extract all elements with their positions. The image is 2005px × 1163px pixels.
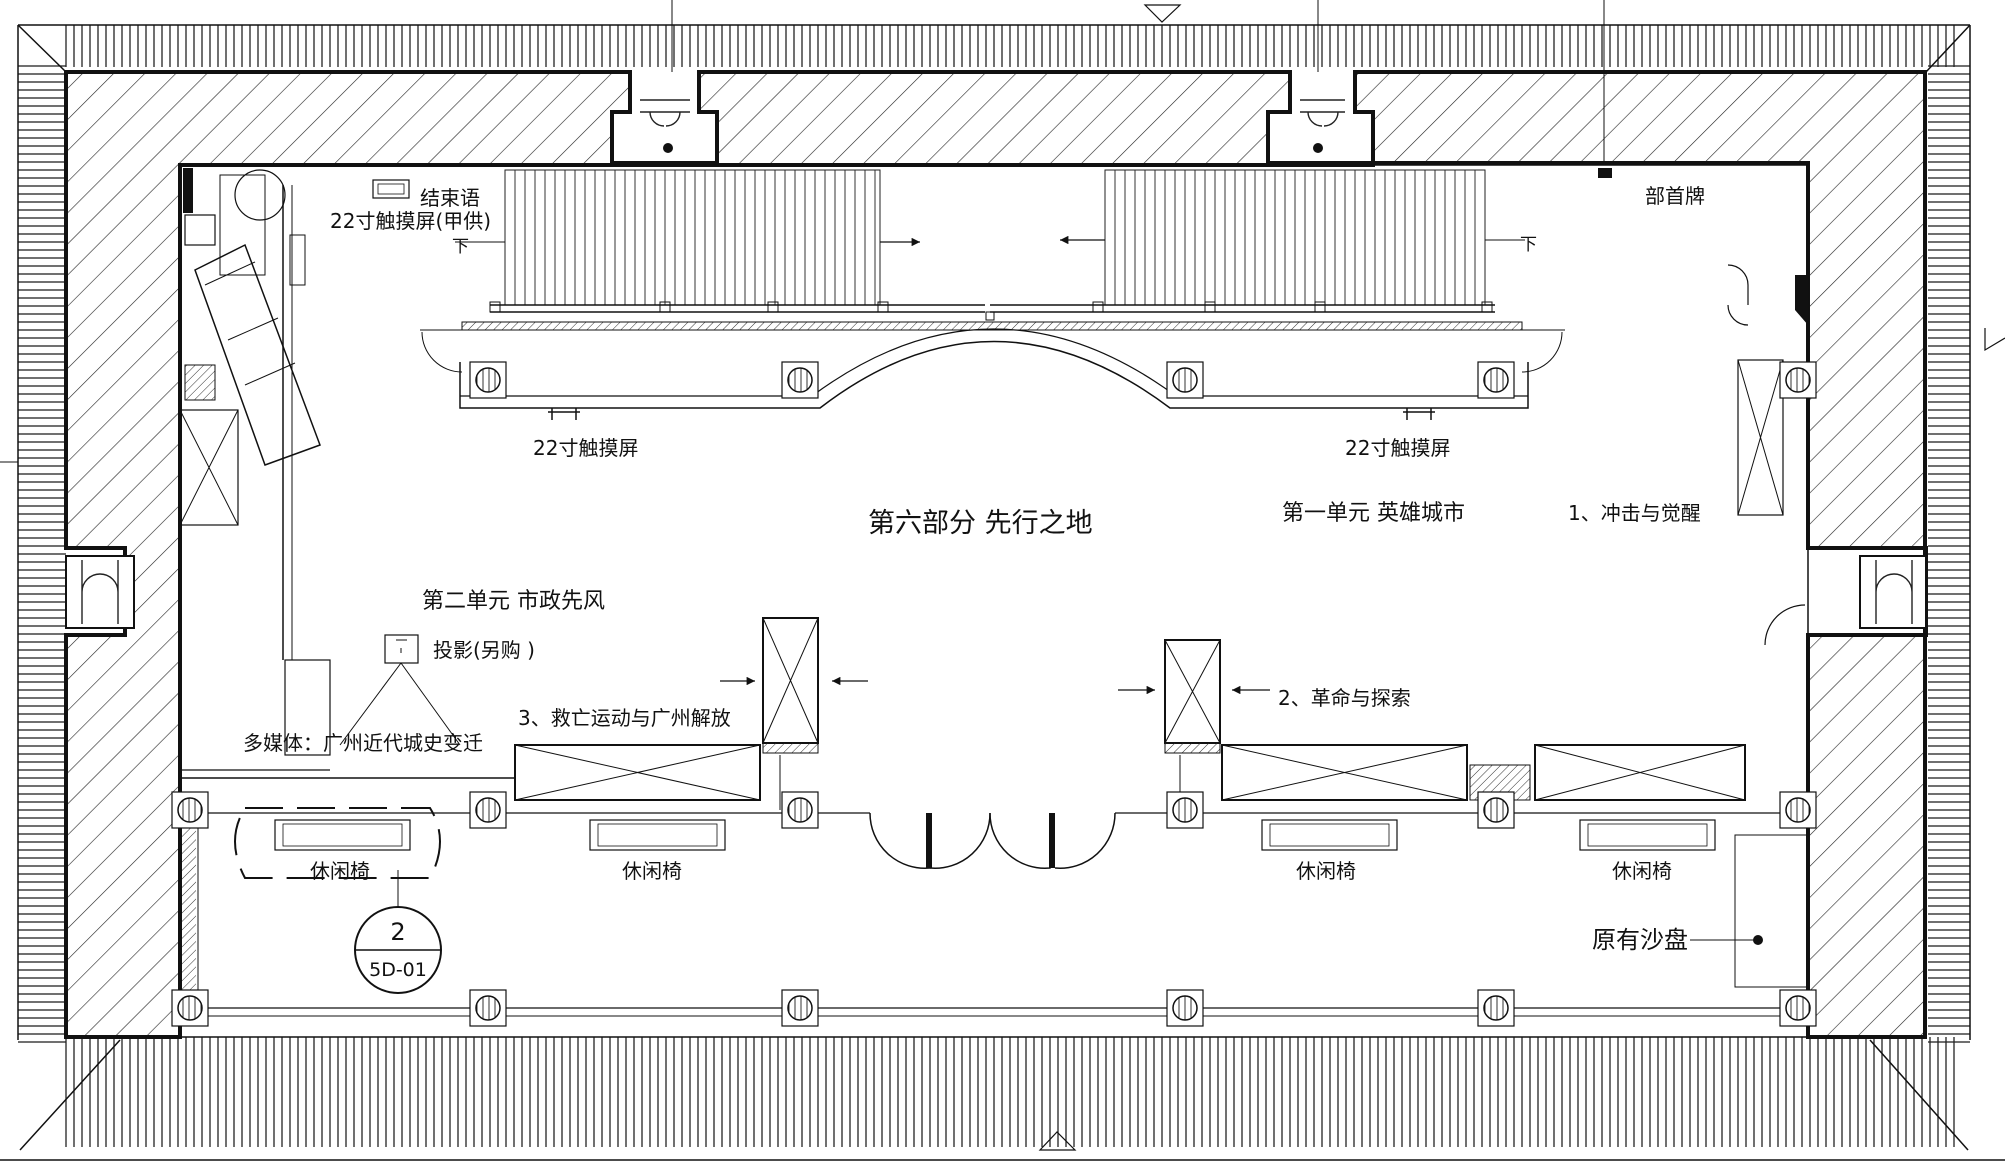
column (781, 361, 819, 399)
column (469, 791, 507, 829)
stair-down-left: 下 (452, 237, 469, 257)
column (469, 989, 507, 1027)
unit2-label: 第二单元 市政先风 (422, 589, 605, 614)
column (781, 989, 819, 1027)
touch-screen-marks (372, 179, 1435, 420)
column (1166, 791, 1204, 829)
main-entrance-doors (869, 812, 1116, 869)
multimedia-label: 多媒体：广州近代城史变迁 (243, 731, 483, 755)
column (1166, 989, 1204, 1027)
touch-screen-left-label: 22寸触摸屏 (533, 436, 638, 460)
elevator-top-left (179, 168, 321, 526)
front-wall-line (180, 777, 1808, 1017)
detail-sheet: 5D-01 (369, 959, 427, 981)
right-side-fixtures (1598, 168, 1808, 646)
column (1779, 791, 1817, 829)
bench-label: 休闲椅 (1612, 859, 1672, 883)
columns (171, 361, 1817, 1027)
sand-table-label: 原有沙盘 (1592, 926, 1688, 954)
labels: 第六部分 先行之地 第一单元 英雄城市 第二单元 市政先风 1、冲击与觉醒 2、… (243, 184, 1705, 981)
unit1-label: 第一单元 英雄城市 (1282, 501, 1465, 526)
projection-label: 投影(另购 ) (433, 638, 535, 662)
exhibition-floor (179, 164, 1809, 1038)
touch-screen-supplied-label: 22寸触摸屏(甲供) (330, 209, 491, 233)
department-sign-label: 部首牌 (1645, 184, 1705, 208)
column (1166, 361, 1204, 399)
sand-table (1690, 834, 1808, 988)
column (1477, 989, 1515, 1027)
structural-walls (64, 70, 1928, 1039)
column (171, 989, 209, 1027)
projector (339, 634, 461, 746)
bench-label: 休闲椅 (310, 859, 370, 883)
column (469, 361, 507, 399)
column (1477, 361, 1515, 399)
closing-text-label: 结束语 (420, 186, 480, 210)
column (171, 791, 209, 829)
bench-label: 休闲椅 (1296, 859, 1356, 883)
detail-number: 2 (390, 918, 405, 946)
section2-label: 2、革命与探索 (1278, 686, 1411, 710)
stair-down-right: 下 (1520, 235, 1537, 255)
bench-label: 休闲椅 (622, 859, 682, 883)
staircase-left (455, 169, 985, 313)
part-title: 第六部分 先行之地 (868, 508, 1093, 539)
column (781, 791, 819, 829)
detail-callout (354, 870, 442, 994)
touch-screen-right-label: 22寸触摸屏 (1345, 436, 1450, 460)
staircase-right (985, 169, 1525, 321)
mezzanine-rail (420, 321, 1565, 409)
section3-label: 3、救亡运动与广州解放 (518, 706, 731, 730)
exterior-louvres (0, 24, 2005, 1161)
section1-label: 1、冲击与觉醒 (1568, 501, 1701, 525)
benches (234, 807, 1716, 879)
column (1779, 989, 1817, 1027)
left-partition (180, 185, 331, 771)
column (1477, 791, 1515, 829)
column (1779, 361, 1817, 399)
